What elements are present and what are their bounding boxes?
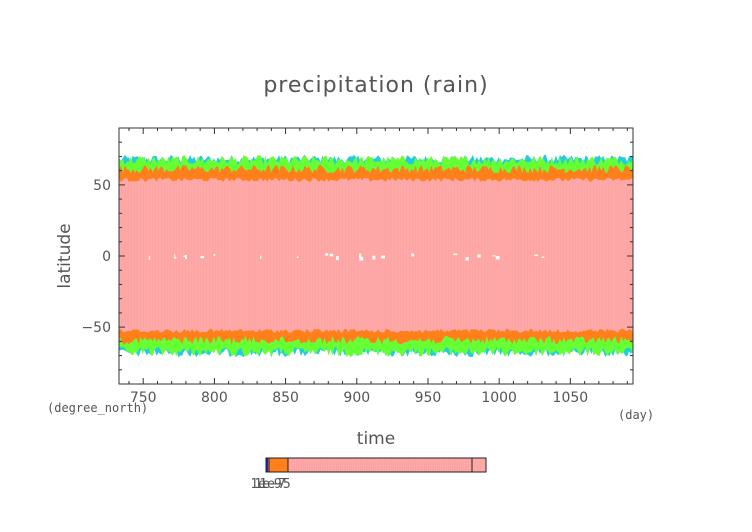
x-tick-label: 950	[415, 390, 442, 406]
colorbar	[265, 457, 487, 473]
dry-gap	[213, 254, 216, 256]
dry-gap	[359, 256, 364, 261]
x-axis-ticks: 750 800 850 900 950 1000 1050	[128, 128, 628, 406]
x-tick-label: 800	[201, 390, 228, 406]
colorbar-tick-label: 1e−5	[259, 477, 290, 492]
x-tick-label: 750	[130, 390, 157, 406]
y-axis-units: (degree_north)	[47, 401, 148, 415]
dry-gap	[183, 255, 187, 257]
colorbar-frame	[265, 457, 487, 473]
x-axis-label: time	[357, 429, 395, 449]
dry-gap	[260, 255, 262, 260]
dry-gap	[173, 256, 177, 259]
x-tick-label: 1050	[553, 390, 589, 406]
plot-area	[119, 154, 633, 358]
chart-title: precipitation (rain)	[263, 73, 488, 98]
dry-gap	[534, 254, 539, 256]
colorbar-tick-label: 1e−7	[254, 477, 285, 492]
dry-gap	[200, 256, 204, 259]
dry-gap	[359, 253, 362, 258]
y-tick-label: 50	[93, 178, 111, 194]
dry-gap	[477, 254, 481, 258]
x-tick-label: 900	[343, 390, 370, 406]
dry-gap	[325, 253, 329, 256]
dry-gap	[336, 256, 339, 261]
dry-gap	[541, 256, 545, 258]
dry-gap	[174, 254, 176, 257]
x-axis-units: (day)	[618, 408, 654, 422]
dry-gap	[492, 255, 496, 257]
dry-gap	[372, 255, 376, 260]
x-tick-label: 1000	[481, 390, 517, 406]
y-tick-label: 0	[102, 249, 111, 265]
dry-gap	[465, 257, 469, 261]
x-tick-label: 850	[272, 390, 299, 406]
dry-gap	[329, 253, 334, 257]
colorbar-segment	[268, 458, 288, 472]
y-axis-ticks: 50 0 −50	[81, 141, 633, 371]
dry-gap	[495, 256, 500, 260]
dry-gap	[381, 255, 386, 259]
dry-gap	[453, 253, 458, 256]
dry-gap	[411, 253, 415, 257]
colorbar-tick-labels: 1e−91e−71e−5	[250, 477, 290, 492]
colorbar-segment	[266, 458, 268, 472]
colorbar-tick-label: 1e−9	[250, 477, 281, 492]
y-tick-label: −50	[81, 320, 111, 336]
dry-gap	[296, 256, 299, 258]
dry-gap	[148, 256, 150, 261]
y-axis-label: latitude	[55, 223, 75, 288]
